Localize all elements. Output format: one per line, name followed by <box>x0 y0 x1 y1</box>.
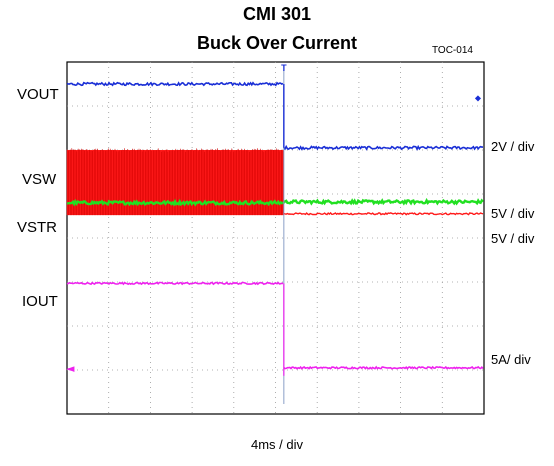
vstr-scale-label: 5V / div <box>491 231 535 246</box>
vout-scale-label: 2V / div <box>491 139 535 154</box>
iout-scale-label: 5A/ div <box>491 352 531 367</box>
figure-code: TOC-014 <box>432 45 473 56</box>
vsw-scale-label: 5V / div <box>491 206 535 221</box>
vout-label: VOUT <box>17 86 59 103</box>
chart-title: CMI 301 <box>242 4 312 24</box>
trigger-marker-icon: T <box>281 63 287 73</box>
vsw-trace-after <box>283 211 484 216</box>
chart-subtitle: Buck Over Current <box>196 33 358 53</box>
vstr-trace-after <box>282 197 484 206</box>
vout-trace-after <box>283 144 483 151</box>
vout-trace-before <box>66 81 284 87</box>
vstr-label: VSTR <box>17 219 58 236</box>
vsw-switching-texture <box>66 148 284 216</box>
left-marker-icon: ◄ <box>66 362 75 375</box>
iout-trace-before <box>66 281 284 286</box>
vsw-switching-band <box>67 150 284 216</box>
right-marker-icon: ◆ <box>475 93 482 102</box>
iout-label: IOUT <box>22 293 58 310</box>
iout-trace-after <box>283 365 484 370</box>
vstr-trace-before <box>66 198 284 207</box>
vsw-label: VSW <box>22 171 57 188</box>
x-axis-label: 4ms / div <box>250 437 303 452</box>
